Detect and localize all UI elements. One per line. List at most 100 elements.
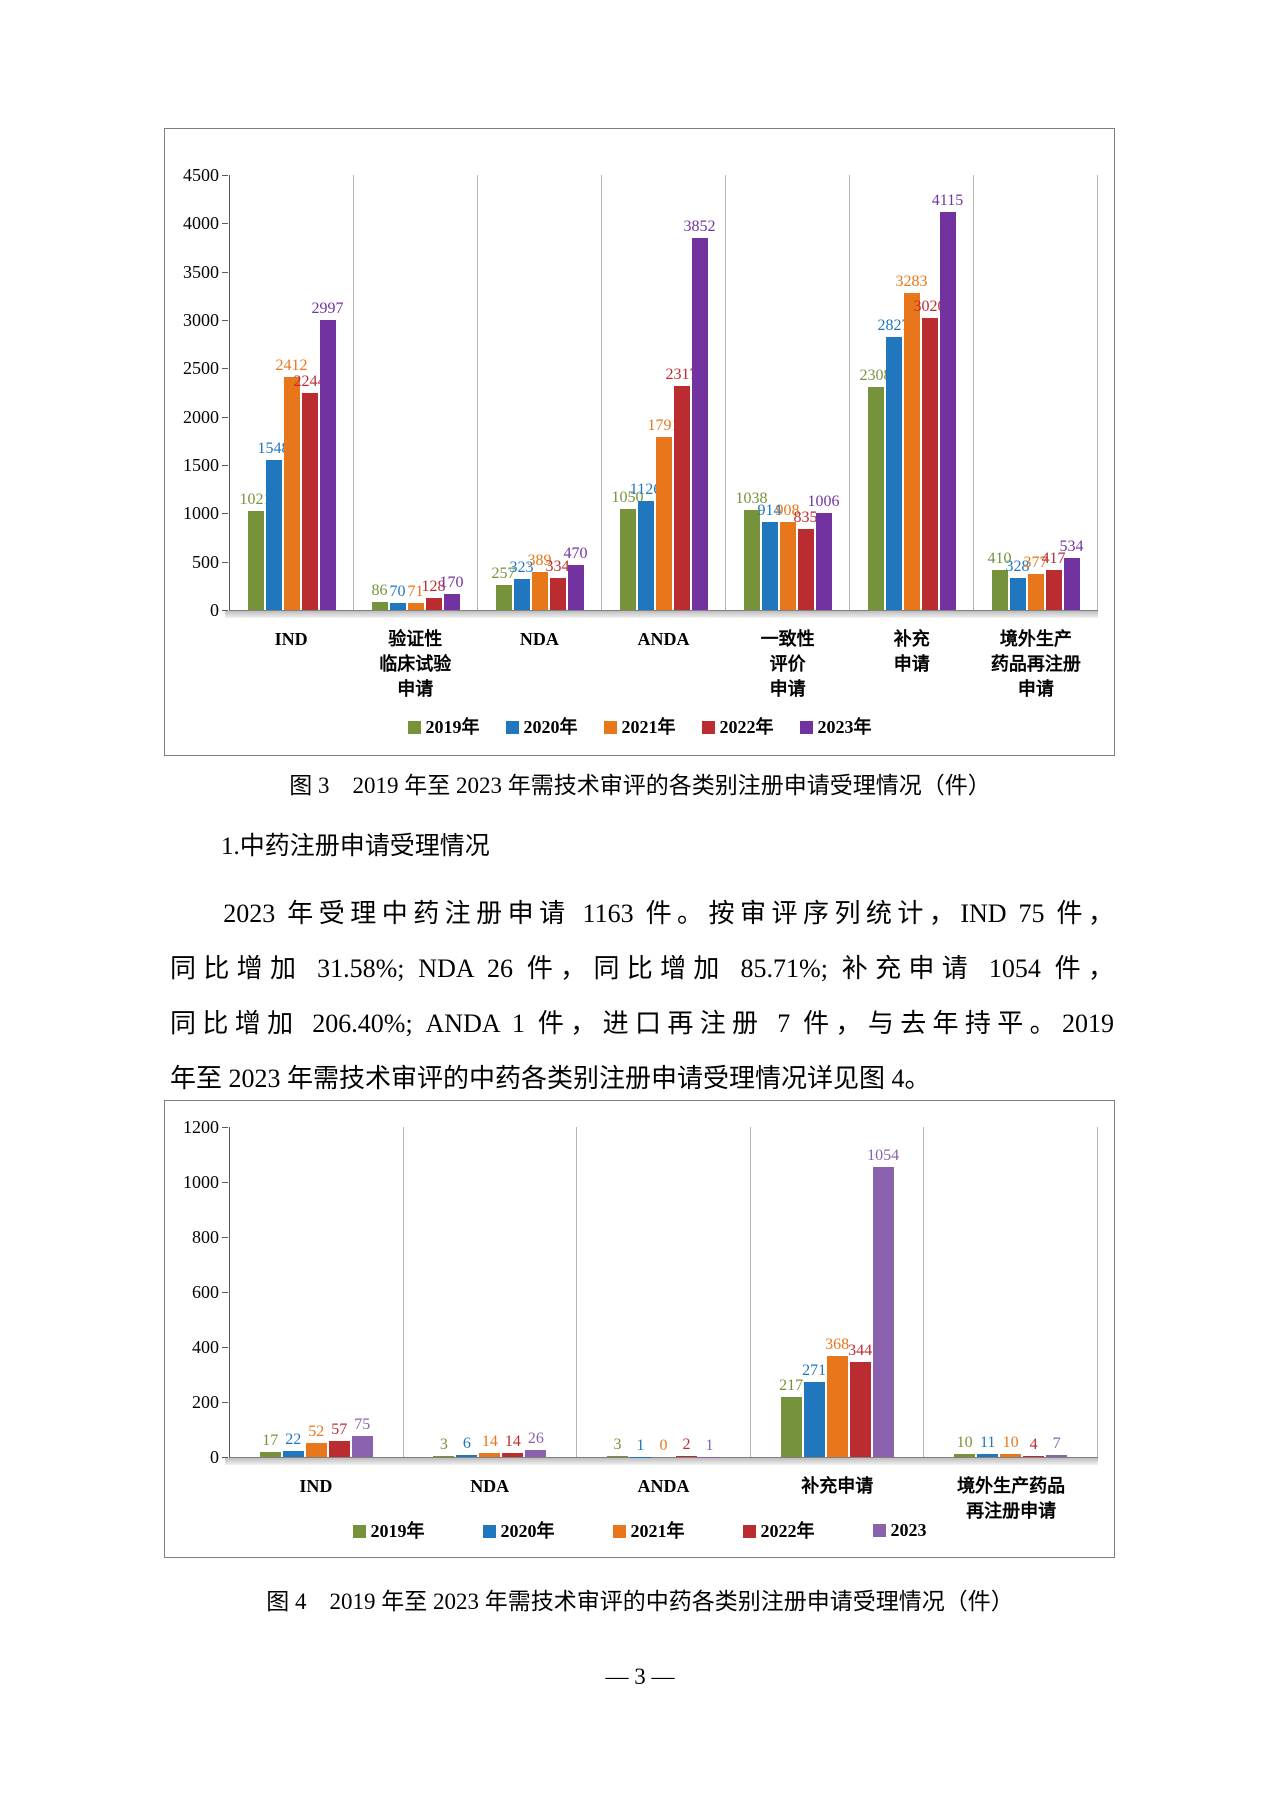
bar	[779, 522, 796, 610]
bar-value-label: 3283	[895, 272, 928, 290]
body-paragraph: 2023 年受理中药注册申请 1163 件。按审评序列统计，IND 75 件， …	[170, 886, 1114, 1106]
bar	[797, 529, 814, 610]
y-axis-tick-label: 600	[192, 1282, 228, 1302]
bar-value-label: 1	[705, 1436, 714, 1454]
bar-value-label: 368	[825, 1335, 850, 1353]
paragraph-line-2: 同比增加 31.58%; NDA 26 件，同比增加 85.71%; 补充申请 …	[170, 954, 1114, 983]
bar	[655, 436, 672, 610]
bar	[247, 511, 264, 610]
bar	[872, 1167, 894, 1457]
category-label: NDA	[470, 1476, 510, 1496]
bar-value-label: 1021	[239, 491, 272, 509]
bar	[567, 564, 584, 610]
bar	[433, 1456, 455, 1457]
category-label: 补充申请	[893, 629, 930, 674]
bar-value-label: 1548	[257, 440, 290, 458]
chart-legend: 2019年 2020年 2021年 2022年 2023年	[165, 713, 1114, 739]
y-axis-tick-label: 0	[210, 1447, 228, 1467]
chart-plot-area: 0 200 400 600 800 1000 1200 17 22 52 57 75 3 6 14 14 26 3…	[165, 1101, 1114, 1524]
bar	[675, 1456, 697, 1457]
bar-value-label: 3852	[683, 217, 716, 235]
bar-value-label: 128	[421, 577, 446, 595]
bar-value-label: 217	[779, 1377, 804, 1395]
y-axis: 0 200 400 600 800 1000 1200	[171, 1117, 229, 1467]
bar	[867, 386, 884, 610]
paragraph-line-1: 2023 年受理中药注册申请 1163 件。按审评序列统计，IND 75 件，	[223, 899, 1114, 928]
bar-value-label: 2997	[311, 300, 344, 318]
page-number: — 3 —	[605, 1664, 675, 1689]
bar-value-label: 2317	[665, 366, 698, 384]
legend-swatch	[352, 1525, 366, 1538]
category-label: 补充申请	[801, 1476, 874, 1496]
bar	[991, 570, 1008, 610]
bar-value-label: 1050	[611, 488, 644, 506]
legend-item: 2023年	[799, 713, 872, 739]
bar-group: 86 70 71 128 170	[354, 175, 478, 610]
y-axis-tick-label: 800	[192, 1227, 228, 1247]
chart-plot-area: 0 500 1000 1500 2000 2500 3000 3500 4000 4500 1021…	[165, 129, 1114, 702]
bar	[849, 1362, 871, 1457]
bar	[502, 1453, 524, 1457]
bar-value-label: 344	[848, 1342, 873, 1360]
bar-value-label: 1	[636, 1436, 645, 1454]
bar	[301, 393, 318, 610]
bar-value-label: 257	[491, 565, 516, 583]
bar	[803, 1382, 825, 1457]
category-label: IND	[299, 1476, 333, 1496]
bar-value-label: 22	[285, 1430, 302, 1448]
bar	[1009, 578, 1026, 610]
bar	[479, 1453, 501, 1457]
bar-value-label: 334	[545, 557, 570, 575]
bar	[259, 1452, 281, 1457]
category-label: 一致性 评价 申请	[760, 629, 815, 699]
bar	[815, 512, 832, 610]
bar-value-label: 86	[371, 581, 388, 599]
bar	[885, 336, 902, 610]
bar	[351, 1436, 373, 1457]
category-labels-row: IND 验证性 临床试验 申请 NDA ANDA 一致性 评价 申请 补充 申请 境外生产 药品再注册申…	[229, 618, 1098, 702]
plot-column: 17 22 52 57 75 3 6 14 14 26 3 1 0 2 1 217 271 368 344 1054 1…	[225, 1127, 1098, 1524]
bar	[305, 1442, 327, 1457]
bar	[549, 577, 566, 610]
category-label: ANDA	[637, 1476, 690, 1496]
bar	[939, 212, 956, 610]
figure3-bar-chart: 0 500 1000 1500 2000 2500 3000 3500 4000 4500 1021…	[164, 128, 1115, 756]
bar-group: 1050 1126 1791 2317 3852	[602, 175, 726, 610]
bar-group: 2308 2827 3283 3020 4115	[850, 175, 974, 610]
category-label: 境外生产药品再注册申请	[990, 629, 1081, 699]
bar-value-label: 57	[331, 1421, 348, 1439]
bar-value-label: 3020	[913, 298, 946, 316]
bar	[761, 521, 778, 610]
bars-region: 1021 1548 2412 2244 2997 86 70 71 128 170 257 323 38…	[229, 175, 1098, 611]
legend-label: 2022年	[719, 717, 774, 737]
bar	[319, 320, 336, 610]
bar-value-label: 2	[682, 1436, 691, 1454]
category-label: NDA	[519, 629, 559, 649]
axis-floor-shadow	[225, 611, 1098, 618]
bar-value-label: 10	[956, 1434, 973, 1452]
legend-item: 2019年	[352, 1517, 425, 1543]
bar-value-label: 17	[262, 1432, 279, 1450]
bar-value-label: 470	[563, 544, 588, 562]
y-axis-tick-label: 3000	[183, 310, 228, 330]
legend-swatch	[603, 721, 617, 734]
y-axis-tick-label: 1000	[183, 503, 228, 524]
bar-value-label: 3	[439, 1436, 448, 1454]
bar	[371, 601, 388, 610]
chart-legend: 2019年 2020年 2021年 2022年 2023	[165, 1517, 1114, 1543]
bar-value-label: 1054	[867, 1147, 900, 1165]
bar-value-label: 26	[527, 1429, 544, 1447]
figure3-caption: 图 3 2019 年至 2023 年需技术审评的各类别注册申请受理情况（件）	[289, 773, 991, 798]
category-label: 验证性 临床试验 申请	[379, 629, 452, 699]
bar-value-label: 1006	[807, 492, 840, 510]
legend-item: 2021年	[612, 1517, 685, 1543]
bar-value-label: 1791	[647, 416, 680, 434]
figure4-bar-chart: 0 200 400 600 800 1000 1200 17 22 52 57 75 3 6 14 14 26 3…	[164, 1100, 1115, 1558]
bar-group: 10 11 10 4 7	[924, 1127, 1098, 1457]
legend-swatch	[872, 1523, 886, 1537]
bar	[606, 1456, 628, 1457]
y-axis-tick-label: 1200	[183, 1117, 228, 1137]
bar-value-label: 2308	[859, 366, 892, 384]
category-label: IND	[274, 629, 308, 649]
